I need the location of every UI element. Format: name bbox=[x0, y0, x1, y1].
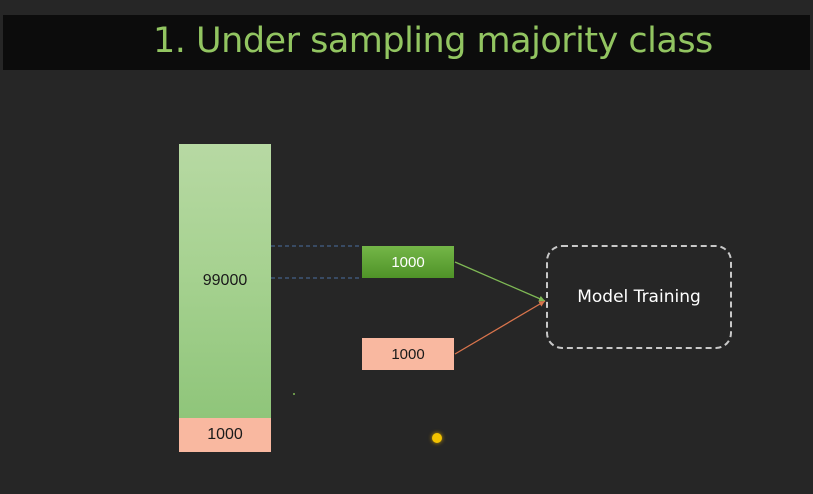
title-bar: 1. Under sampling majority class bbox=[3, 15, 810, 70]
model-training-box: Model Training bbox=[546, 245, 732, 349]
laser-pointer-icon bbox=[432, 433, 442, 443]
arrow-majority-sample bbox=[454, 261, 546, 302]
sampled-majority-box: 1000 bbox=[362, 246, 454, 278]
slide-title: 1. Under sampling majority class bbox=[153, 21, 713, 61]
minority-count-label: 1000 bbox=[207, 426, 243, 443]
majority-count-label: 99000 bbox=[202, 272, 248, 289]
arrow-minority-sample bbox=[454, 300, 546, 355]
sampled-minority-label: 1000 bbox=[391, 345, 425, 363]
stray-dot bbox=[293, 393, 295, 395]
sampled-majority-label: 1000 bbox=[391, 253, 425, 271]
majority-class-bar: 99000 bbox=[179, 144, 271, 418]
sampled-minority-box: 1000 bbox=[362, 338, 454, 370]
model-training-label: Model Training bbox=[577, 287, 701, 307]
minority-class-bar: 1000 bbox=[179, 418, 271, 452]
